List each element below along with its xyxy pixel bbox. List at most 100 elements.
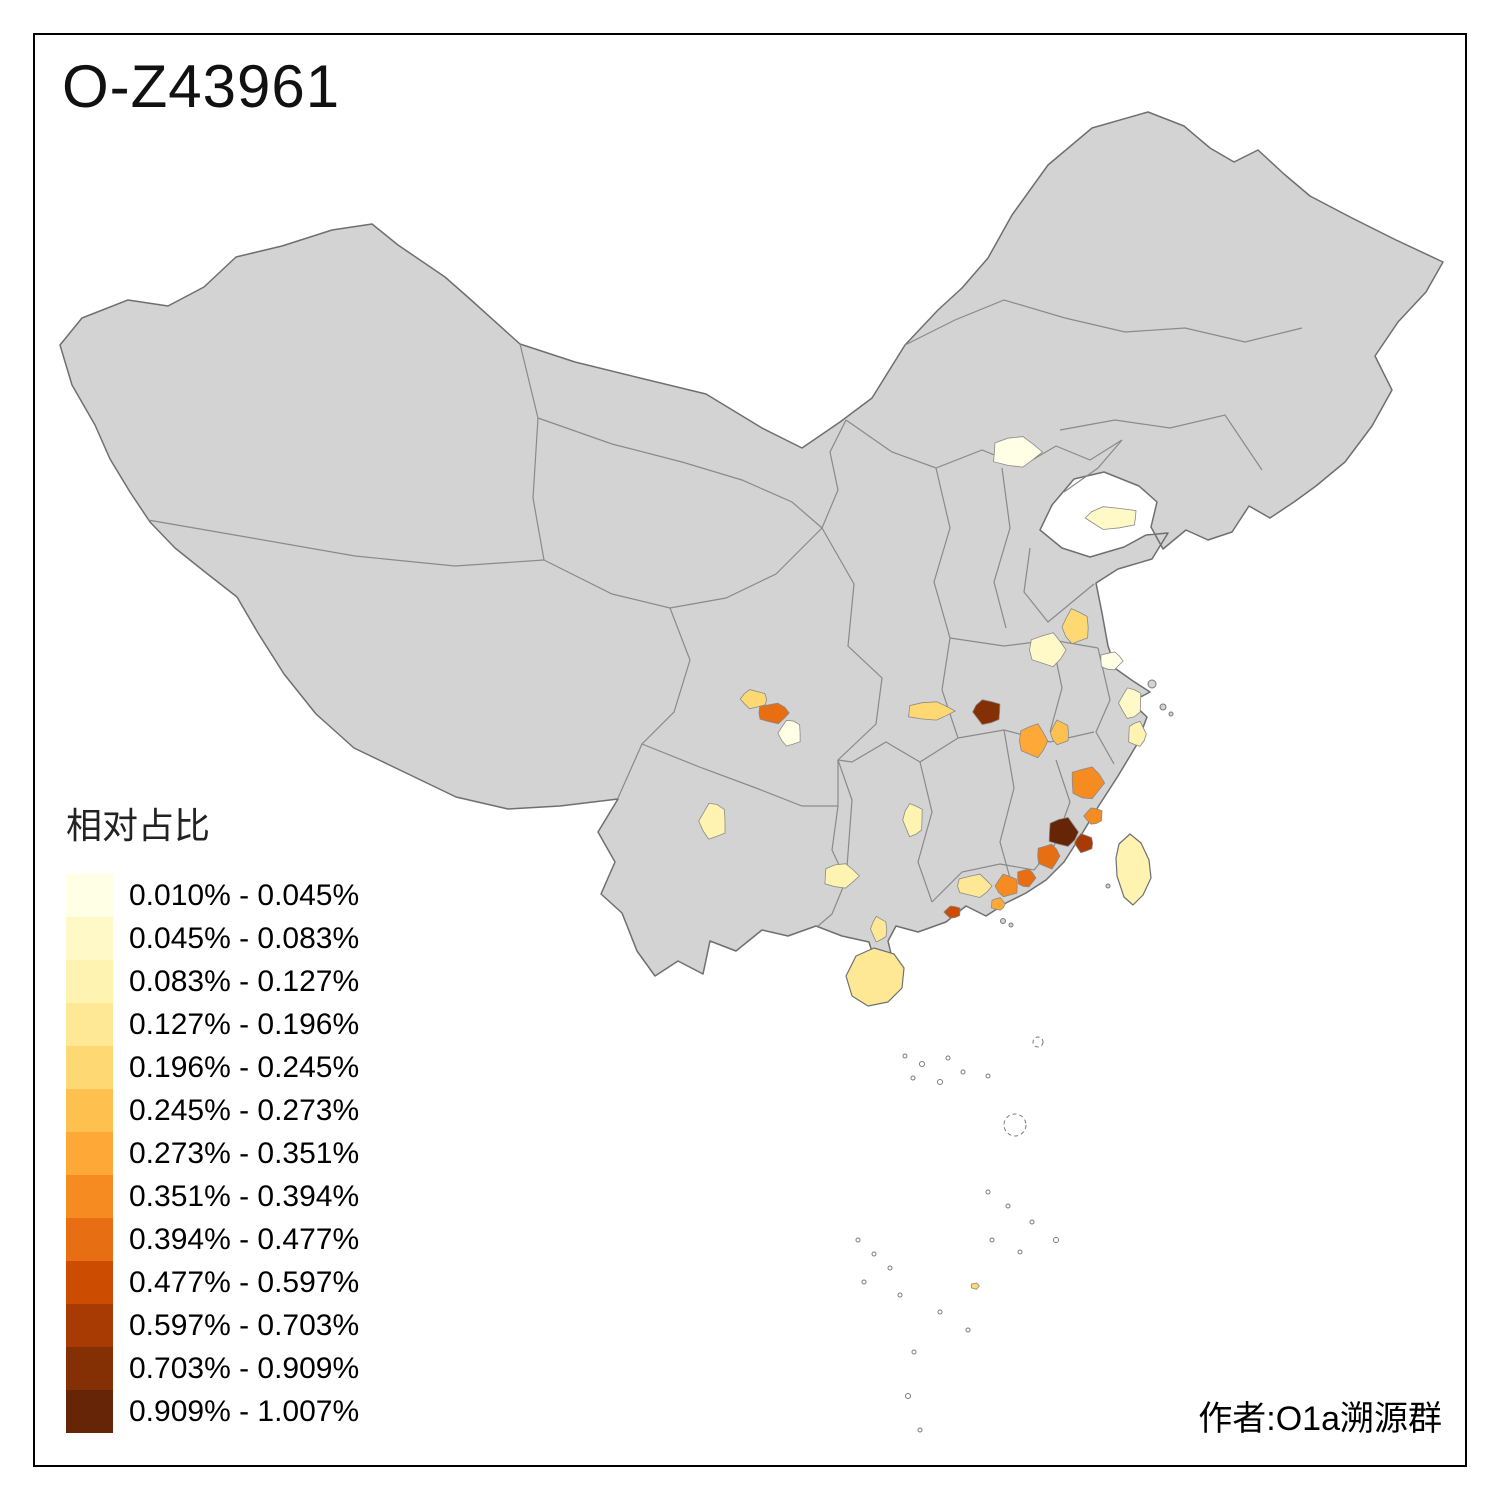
islet <box>911 1349 917 1355</box>
region-hubei-east <box>1018 723 1049 759</box>
legend-swatch <box>66 1261 113 1304</box>
legend-swatch <box>66 1175 113 1218</box>
province-border-line <box>904 299 1303 346</box>
legend-swatch <box>66 1046 113 1089</box>
region-guizhou-south <box>824 863 860 889</box>
plot-title: O-Z43961 <box>62 53 341 120</box>
region-leizhou <box>870 915 888 943</box>
legend-label: 0.909% - 1.007% <box>129 1394 360 1428</box>
region-guangdong-west <box>957 873 993 898</box>
islet <box>871 1251 877 1257</box>
legend-item: 0.351% - 0.394% <box>66 1175 359 1218</box>
legend-label: 0.196% - 0.245% <box>129 1050 360 1084</box>
islet <box>1168 711 1174 717</box>
plot-border <box>33 33 1467 1467</box>
islet <box>985 1189 991 1195</box>
legend-label: 0.703% - 0.909% <box>129 1351 360 1385</box>
region-fujian-north <box>1071 766 1106 800</box>
region-zhejiang-north <box>1118 687 1142 719</box>
legend-label: 0.245% - 0.273% <box>129 1093 360 1127</box>
legend-swatch <box>66 1304 113 1347</box>
legend-swatch <box>66 1132 113 1175</box>
province-border-line <box>1023 547 1095 623</box>
legend-swatch <box>66 917 113 960</box>
region-sichuan-south <box>777 719 801 747</box>
highlighted-regions <box>698 436 1147 1290</box>
region-fujian-quanzhou <box>1037 843 1061 870</box>
province-border-line <box>949 637 1099 649</box>
region-shandong-coast <box>1084 506 1137 530</box>
province-border-line <box>837 759 853 881</box>
islet <box>989 1237 995 1243</box>
legend-label: 0.597% - 0.703% <box>129 1308 360 1342</box>
islet <box>1032 1036 1044 1048</box>
region-fujian-putian <box>1074 833 1094 854</box>
legend-label: 0.127% - 0.196% <box>129 1007 360 1041</box>
legend-swatch <box>66 1347 113 1390</box>
province-border-line <box>147 519 545 567</box>
legend-swatch <box>66 1089 113 1132</box>
region-sansha-islet <box>970 1282 980 1290</box>
islet <box>1159 703 1167 711</box>
province-border-line <box>537 417 823 529</box>
islet <box>985 1073 991 1079</box>
region-guangdong-central <box>994 873 1018 898</box>
islet <box>855 1237 861 1243</box>
legend-item: 0.273% - 0.351% <box>66 1132 359 1175</box>
region-fujian-ningde <box>1083 807 1103 825</box>
islet <box>945 1055 951 1061</box>
islet <box>1053 1237 1059 1243</box>
hainan-island <box>845 947 905 1007</box>
islet <box>1008 922 1014 928</box>
legend-item: 0.394% - 0.477% <box>66 1218 359 1261</box>
legend-label: 0.273% - 0.351% <box>129 1136 360 1170</box>
islet <box>1029 1219 1035 1225</box>
legend-label: 0.477% - 0.597% <box>129 1265 360 1299</box>
province-border-line <box>617 607 691 799</box>
province-border-line <box>933 467 959 739</box>
legend-item: 0.703% - 0.909% <box>66 1347 359 1390</box>
province-border-line <box>1059 414 1263 471</box>
legend-item: 0.245% - 0.273% <box>66 1089 359 1132</box>
region-hubei-west <box>972 699 1001 726</box>
taiwan-island <box>1115 833 1152 906</box>
region-zhejiang-south <box>1128 720 1147 747</box>
legend-item: 0.083% - 0.127% <box>66 960 359 1003</box>
legend-swatch <box>66 960 113 1003</box>
region-jiangsu-central <box>1061 608 1089 645</box>
islet <box>960 1069 966 1075</box>
province-border-line <box>993 467 1011 629</box>
author-credit: 作者:O1a溯源群 <box>1198 1400 1442 1438</box>
region-sichuan-chengdu <box>758 702 790 725</box>
islet <box>965 1327 971 1333</box>
legend-item: 0.010% - 0.045% <box>66 874 359 917</box>
province-border-line <box>999 729 1015 879</box>
islet <box>910 1075 916 1081</box>
legend-swatch <box>66 1218 113 1261</box>
islet <box>1003 1113 1027 1137</box>
south-china-sea-islands <box>855 679 1174 1433</box>
region-fujian-fuzhou <box>1048 816 1079 847</box>
islet <box>887 1265 893 1271</box>
legend-label: 0.351% - 0.394% <box>129 1179 360 1213</box>
islet <box>905 1393 911 1399</box>
islet <box>937 1079 943 1085</box>
legend-item: 0.477% - 0.597% <box>66 1261 359 1304</box>
islet <box>937 1309 943 1315</box>
province-border-line <box>837 737 959 763</box>
region-chongqing <box>908 701 957 721</box>
legend: 相对占比 0.010% - 0.045% 0.045% - 0.083% 0.083… <box>66 806 359 1433</box>
islet <box>1105 883 1111 889</box>
islet <box>1005 1203 1011 1209</box>
islet <box>917 1427 923 1433</box>
province-border-line <box>821 419 847 529</box>
islet <box>1000 918 1006 924</box>
legend-title: 相对占比 <box>66 805 211 846</box>
province-border-line <box>1095 647 1115 765</box>
region-jiangsu-north <box>1029 632 1067 668</box>
islet <box>1147 679 1157 689</box>
region-guangdong-east <box>1017 868 1037 888</box>
legend-label: 0.083% - 0.127% <box>129 964 360 998</box>
